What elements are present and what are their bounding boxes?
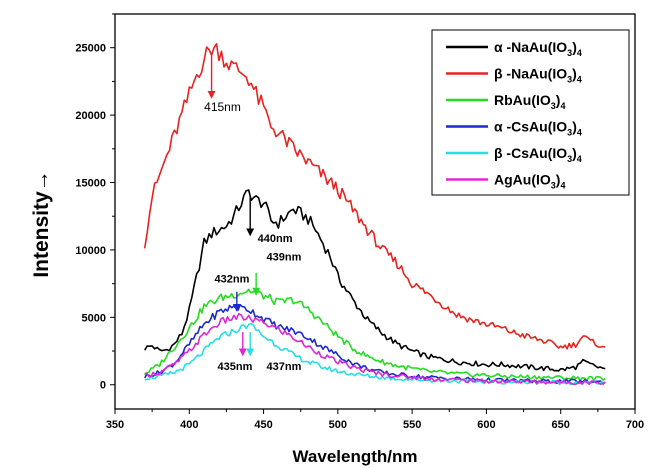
legend-box	[431, 29, 630, 196]
x-tick-label: 650	[552, 419, 570, 431]
peak-label-0: 415nm	[204, 100, 241, 114]
x-tick-label: 350	[106, 419, 124, 431]
x-tick-label: 500	[329, 419, 347, 431]
peak-label-1: 440nm	[258, 233, 293, 245]
y-tick-label: 5000	[82, 312, 106, 324]
x-axis-title: Wavelength/nm	[293, 447, 418, 466]
y-tick-label: 20000	[75, 110, 106, 122]
peak-label-2: 439nm	[267, 252, 302, 264]
y-tick-label: 10000	[75, 245, 106, 257]
y-axis-title: Intensity→	[30, 170, 53, 277]
legend-label-0: α -NaAu(IO3)4	[494, 39, 582, 58]
peak-label-5: 437nm	[267, 361, 302, 373]
legend-label-2: RbAu(IO3)4	[494, 92, 565, 111]
y-tick-label: 15000	[75, 178, 106, 190]
legend-label-5: AgAu(IO3)4	[494, 172, 565, 191]
series-line-2	[144, 288, 606, 382]
x-tick-label: 400	[180, 419, 198, 431]
legend-label-3: α -CsAu(IO3)4	[494, 119, 582, 138]
series-line-5	[144, 312, 606, 386]
series-line-1	[143, 43, 606, 350]
x-tick-label: 550	[403, 419, 421, 431]
annotation-layer: 415nm 440nm 439nm 432nm 435nm 437nm	[204, 53, 302, 373]
y-tick-label: 25000	[75, 43, 106, 55]
x-tick-label: 450	[254, 419, 272, 431]
series-line-0	[144, 189, 606, 372]
legend-label-1: β -NaAu(IO3)4	[494, 66, 582, 85]
x-tick-label: 700	[626, 419, 644, 431]
series-line-4	[144, 322, 606, 386]
x-tick-label: 600	[477, 419, 495, 431]
peak-label-3: 432nm	[215, 273, 250, 285]
y-tick-label: 0	[100, 380, 106, 392]
legend: α -NaAu(IO3)4 β -NaAu(IO3)4 RbAu(IO3)4 α -C…	[431, 29, 630, 196]
peak-label-4: 435nm	[218, 361, 253, 373]
series-layer	[143, 43, 606, 386]
axes-layer: 350 400 450 500 550 600 650 700 0 5000 10000 15000 2…	[75, 13, 644, 431]
legend-label-4: β -CsAu(IO3)4	[494, 145, 582, 164]
